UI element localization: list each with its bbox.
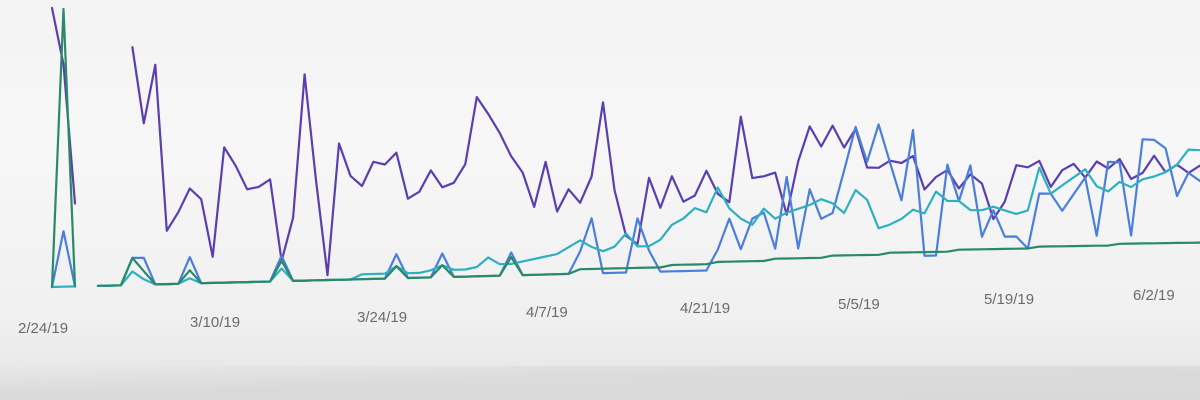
series-line [131, 46, 1200, 277]
x-tick-label: 3/24/19 [357, 309, 407, 326]
series-line [96, 123, 1200, 287]
x-tick-label: 4/7/19 [526, 304, 568, 321]
series-line [96, 241, 1200, 287]
x-tick-label: 4/21/19 [680, 300, 730, 317]
series-line [50, 7, 77, 289]
series-layer [50, 6, 1200, 289]
x-tick-label: 2/24/19 [18, 320, 68, 337]
x-tick-label: 5/5/19 [838, 296, 880, 313]
x-tick-label: 3/10/19 [190, 314, 240, 331]
series-line [50, 230, 77, 289]
series-line [96, 148, 1200, 287]
x-tick-label: 5/19/19 [984, 291, 1034, 308]
series-line [50, 6, 77, 205]
series-line [50, 285, 77, 289]
x-axis-ticks: 2/24/19 3/10/19 3/24/19 4/7/19 4/21/19 5… [18, 287, 1175, 337]
panel-bottom-edge [0, 366, 1200, 400]
x-tick-label: 6/2/19 [1133, 287, 1175, 304]
